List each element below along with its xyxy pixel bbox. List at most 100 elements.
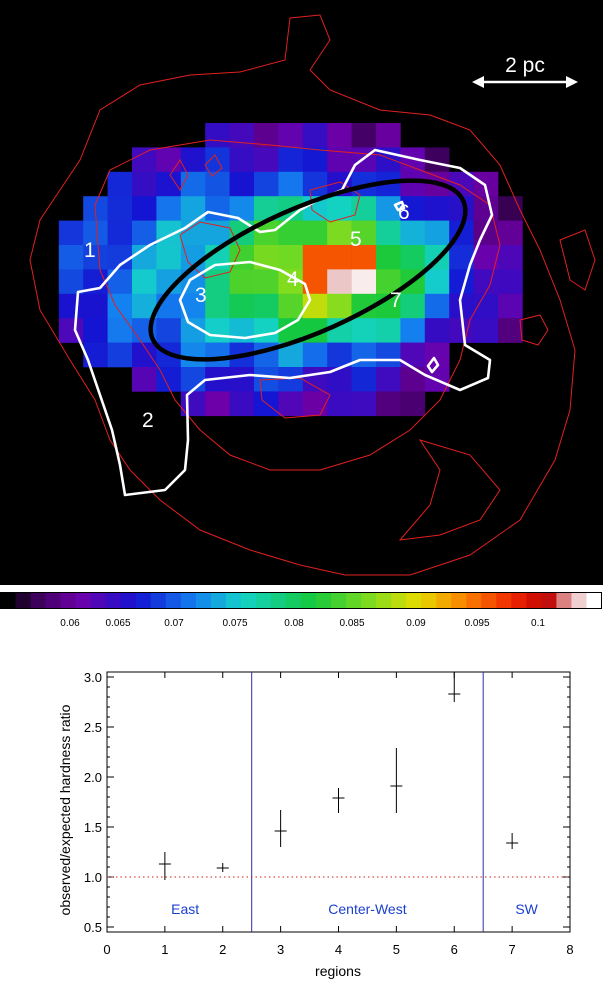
hardness-pixel (400, 318, 426, 343)
region-labels: 1 2 3 4 5 6 7 (84, 201, 410, 432)
hardness-map: 1 2 3 4 5 6 7 2 pc (29, 14, 596, 576)
colorbar-segment (165, 592, 182, 609)
hardness-pixel (132, 147, 157, 173)
x-tick-label: 1 (161, 942, 168, 957)
colorbar-segment (90, 592, 107, 609)
colorbar-segment (541, 592, 557, 609)
colorbar-segment (285, 592, 302, 609)
colorbar-segment (105, 592, 122, 609)
hardness-pixel (254, 269, 279, 295)
group-dividers (251, 672, 484, 932)
hardness-pixel (376, 318, 401, 343)
x-tick-label: 2 (219, 942, 226, 957)
hardness-pixel (473, 196, 499, 221)
hardness-pixel (351, 269, 377, 295)
hardness-pixel (107, 342, 133, 368)
colorbar-tick-label: 0.08 (284, 618, 304, 629)
hardness-pixel (498, 220, 523, 246)
colorbar-segments (0, 592, 602, 609)
colorbar-segment (316, 592, 332, 609)
hardness-pixel (107, 220, 133, 246)
hardness-pixel (400, 171, 426, 197)
x-tick-label: 8 (566, 942, 573, 957)
hardness-pixel (205, 196, 230, 221)
x-tick-label: 3 (277, 942, 284, 957)
hardness-pixel (498, 293, 523, 319)
hardness-map-panel: 1 2 3 4 5 6 7 2 pc (0, 0, 603, 585)
hardness-pixel (278, 245, 304, 270)
colorbar-segment (195, 592, 212, 609)
hardness-pixel (376, 391, 401, 417)
hardness-pixel (498, 318, 523, 343)
hardness-pixel (254, 147, 279, 173)
colorbar-tick-label: 0.1 (531, 618, 545, 629)
hardness-pixel (58, 293, 84, 319)
red-contour-inner-8 (259, 377, 331, 419)
hardness-pixel (424, 196, 450, 221)
colorbar-segment (150, 592, 167, 609)
group-label: East (171, 901, 199, 917)
hardness-pixel (400, 391, 426, 417)
colorbar-segment (135, 592, 152, 609)
hardness-pixel (278, 171, 304, 197)
x-tick-label: 5 (393, 942, 400, 957)
hardness-pixel (351, 123, 377, 148)
red-contour-outer (29, 14, 576, 576)
y-tick-label: 1.0 (84, 870, 102, 885)
hardness-pixel (83, 220, 108, 246)
hardness-pixel (327, 220, 352, 246)
colorbar-segment (45, 592, 62, 609)
colorbar-segment (255, 592, 272, 609)
hardness-pixel (229, 245, 255, 270)
hardness-pixel (424, 269, 450, 295)
hardness-pixel (83, 293, 108, 319)
hardness-pixel (351, 391, 377, 417)
hardness-pixel (376, 367, 401, 392)
hardness-pixel (107, 196, 133, 221)
colorbar-segment (556, 592, 572, 609)
hardness-pixel (424, 293, 450, 319)
colorbar-tick-label: 0.09 (406, 618, 426, 629)
hardness-pixel (376, 220, 401, 246)
hardness-pixel (83, 342, 108, 368)
colorbar-tick-label: 0.075 (222, 618, 248, 629)
hardness-pixel (351, 196, 377, 221)
hardness-pixel (327, 391, 352, 417)
hardness-pixel (351, 318, 377, 343)
x-axis-label: regions (315, 963, 361, 979)
x-tick-label: 7 (509, 942, 516, 957)
red-contour-inner-1 (94, 139, 501, 471)
y-tick-label: 3.0 (84, 670, 102, 685)
hardness-pixel (132, 367, 157, 392)
colorbar-segment (511, 592, 527, 609)
region-label-4: 4 (287, 268, 299, 291)
scale-bar-arrow-left-icon (472, 76, 484, 88)
hardness-pixel (278, 293, 304, 319)
colorbar-segment (526, 592, 542, 609)
red-contour-inner-5 (169, 159, 189, 191)
hardness-pixel (180, 342, 206, 368)
hardness-pixel (498, 269, 523, 295)
region-ellipse (148, 178, 468, 362)
hardness-pixel (400, 367, 426, 392)
colorbar-segment (60, 592, 77, 609)
hardness-pixel (351, 367, 377, 392)
colorbar-tick-label: 0.065 (105, 618, 131, 629)
hardness-pixel (327, 293, 352, 319)
hardness-pixel (180, 391, 206, 417)
hardness-pixel (254, 318, 279, 343)
hardness-pixel (205, 342, 230, 368)
white-contour-inner (178, 260, 312, 340)
red-contour-inner-4 (519, 314, 549, 346)
red-contour-inner-9 (559, 229, 596, 291)
data-points (158, 672, 519, 880)
colorbar-segment (75, 592, 92, 609)
hardness-pixel (302, 171, 328, 197)
hardness-pixel (302, 391, 328, 417)
hardness-pixel (132, 171, 157, 197)
red-contour-inner-6 (204, 154, 223, 177)
hardness-pixel (424, 220, 450, 246)
y-axis-label: observed/expected hardness ratio (57, 704, 73, 915)
hardness-pixel (351, 220, 377, 246)
hardness-pixel (229, 147, 255, 173)
